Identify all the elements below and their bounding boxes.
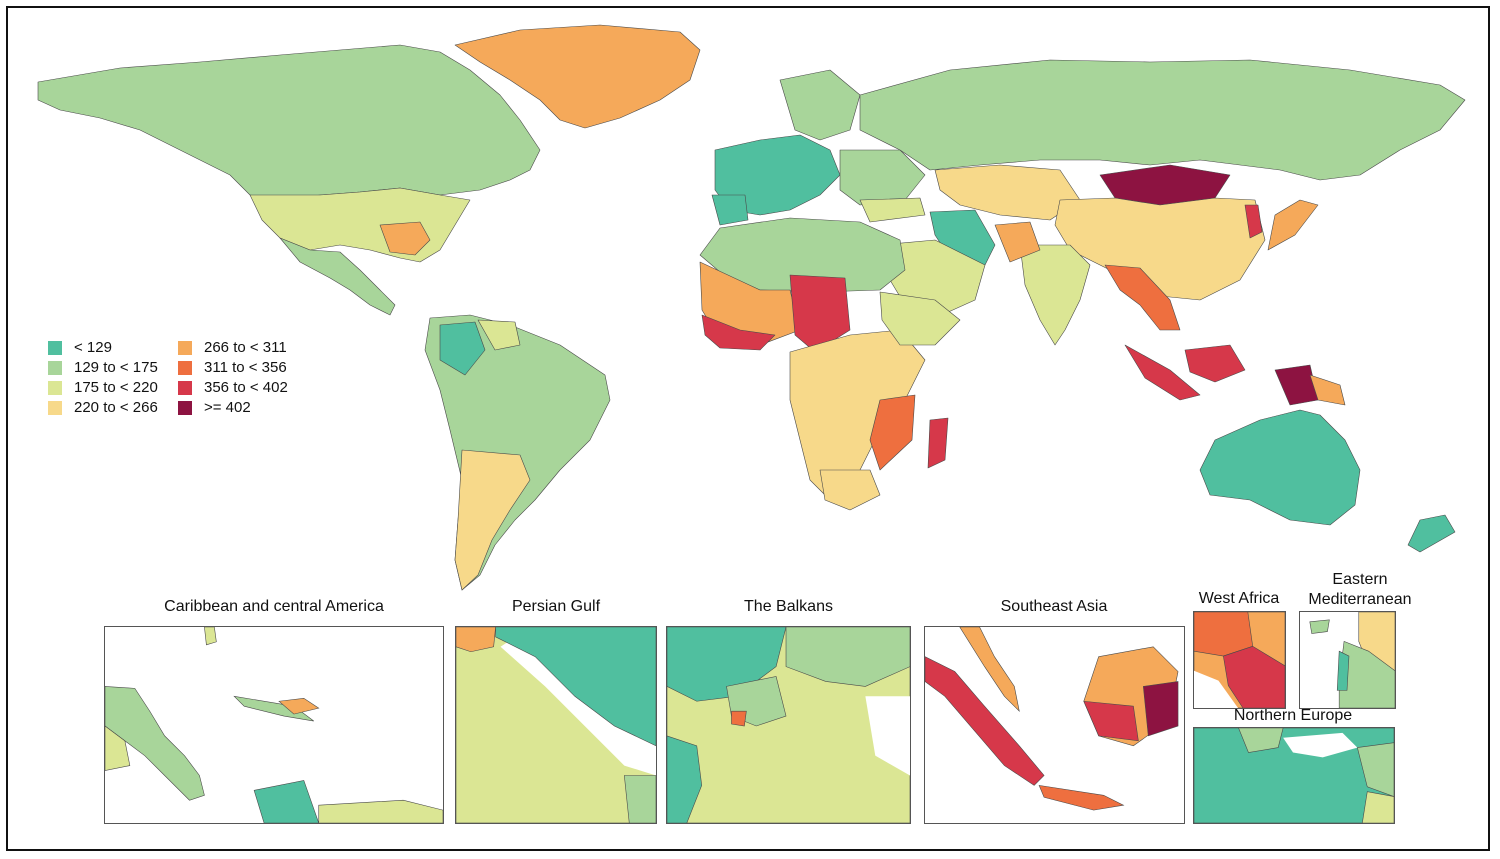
inset-west-africa-map: [1194, 612, 1285, 708]
region-usa-south: [379, 221, 431, 256]
region-argentina: [454, 449, 531, 591]
legend-item: >= 402: [178, 398, 318, 417]
legend-label: 175 to < 220: [74, 379, 158, 396]
legend-swatch: [178, 360, 192, 375]
inset-persian-gulf: [455, 626, 657, 824]
region-greenland: [454, 24, 701, 129]
inset-caribbean-map: [105, 627, 443, 823]
inset-title-west-africa: West Africa: [1198, 590, 1280, 607]
region-borneo: [1184, 344, 1246, 383]
legend-label: 356 to < 402: [204, 379, 288, 396]
legend-item: 311 to < 356: [178, 358, 318, 377]
region-canada: [37, 44, 541, 201]
legend-label: 266 to < 311: [204, 339, 287, 356]
inset-title-northern-europe: Northern Europe: [1233, 707, 1353, 724]
legend-item: 266 to < 311: [178, 338, 318, 357]
world-map: [37, 24, 1466, 591]
inset-caribbean: [104, 626, 444, 824]
legend-swatch: [178, 380, 192, 395]
legend-label: 220 to < 266: [74, 399, 158, 416]
legend-item: 356 to < 402: [178, 378, 318, 397]
region-png: [1309, 374, 1346, 406]
region-south-africa: [819, 469, 881, 511]
inset-title-balkans: The Balkans: [744, 598, 833, 615]
region-indonesia: [1124, 344, 1201, 401]
region-papua: [1274, 364, 1319, 406]
inset-persian-gulf-map: [456, 627, 656, 823]
region-new-zealand: [1407, 514, 1456, 553]
legend-item: 129 to < 175: [48, 358, 178, 377]
inset-west-africa: [1193, 611, 1286, 709]
region-mexico: [279, 237, 396, 316]
region-usa: [249, 187, 471, 263]
inset-southeast-asia: [924, 626, 1185, 824]
legend-item: 220 to < 266: [48, 398, 178, 417]
region-turkey: [859, 197, 926, 223]
inset-title-persian-gulf: Persian Gulf: [511, 598, 601, 615]
inset-southeast-asia-map: [925, 627, 1179, 811]
inset-eastern-mediterranean-map: [1309, 612, 1395, 708]
inset-title-southeast-asia: Southeast Asia: [1000, 598, 1108, 615]
inset-balkans: [666, 626, 911, 824]
legend-swatch: [48, 340, 62, 355]
legend-swatch: [178, 340, 192, 355]
legend-label: 311 to < 356: [204, 359, 287, 376]
inset-balkans-map: [667, 627, 910, 823]
region-venezuela: [477, 319, 521, 351]
region-north-africa: [699, 217, 906, 293]
inset-title-eastern-mediterranean: Eastern Mediterranean: [1308, 571, 1412, 608]
region-central-asia: [934, 164, 1081, 221]
region-horn-africa: [879, 291, 961, 346]
region-japan: [1267, 199, 1319, 251]
region-sea-mainland: [1104, 264, 1181, 331]
region-coast-red: [701, 314, 776, 351]
legend-swatch: [48, 360, 62, 375]
legend-label: 129 to < 175: [74, 359, 158, 376]
legend-swatch: [48, 380, 62, 395]
region-australia: [1199, 409, 1361, 526]
map-legend: < 129 266 to < 311 129 to < 175 311 to <…: [48, 338, 318, 417]
inset-northern-europe-map: [1194, 728, 1394, 823]
inset-title-caribbean: Caribbean and central America: [164, 598, 384, 615]
region-russia: [859, 59, 1466, 181]
legend-label: < 129: [74, 339, 112, 356]
inset-northern-europe: [1193, 727, 1395, 824]
region-scandinavia: [779, 69, 861, 141]
inset-eastern-mediterranean: [1299, 611, 1396, 709]
legend-swatch: [178, 400, 192, 415]
region-colombia: [439, 321, 486, 376]
region-india: [1019, 244, 1091, 346]
legend-item: < 129: [48, 338, 178, 357]
legend-swatch: [48, 400, 62, 415]
region-madagascar: [927, 417, 949, 469]
region-korea: [1244, 204, 1263, 239]
region-china: [1054, 197, 1266, 301]
region-pakistan: [994, 221, 1041, 263]
legend-label: >= 402: [204, 399, 251, 416]
legend-item: 175 to < 220: [48, 378, 178, 397]
region-iberia: [711, 194, 749, 226]
region-east-africa-orange: [869, 394, 916, 471]
